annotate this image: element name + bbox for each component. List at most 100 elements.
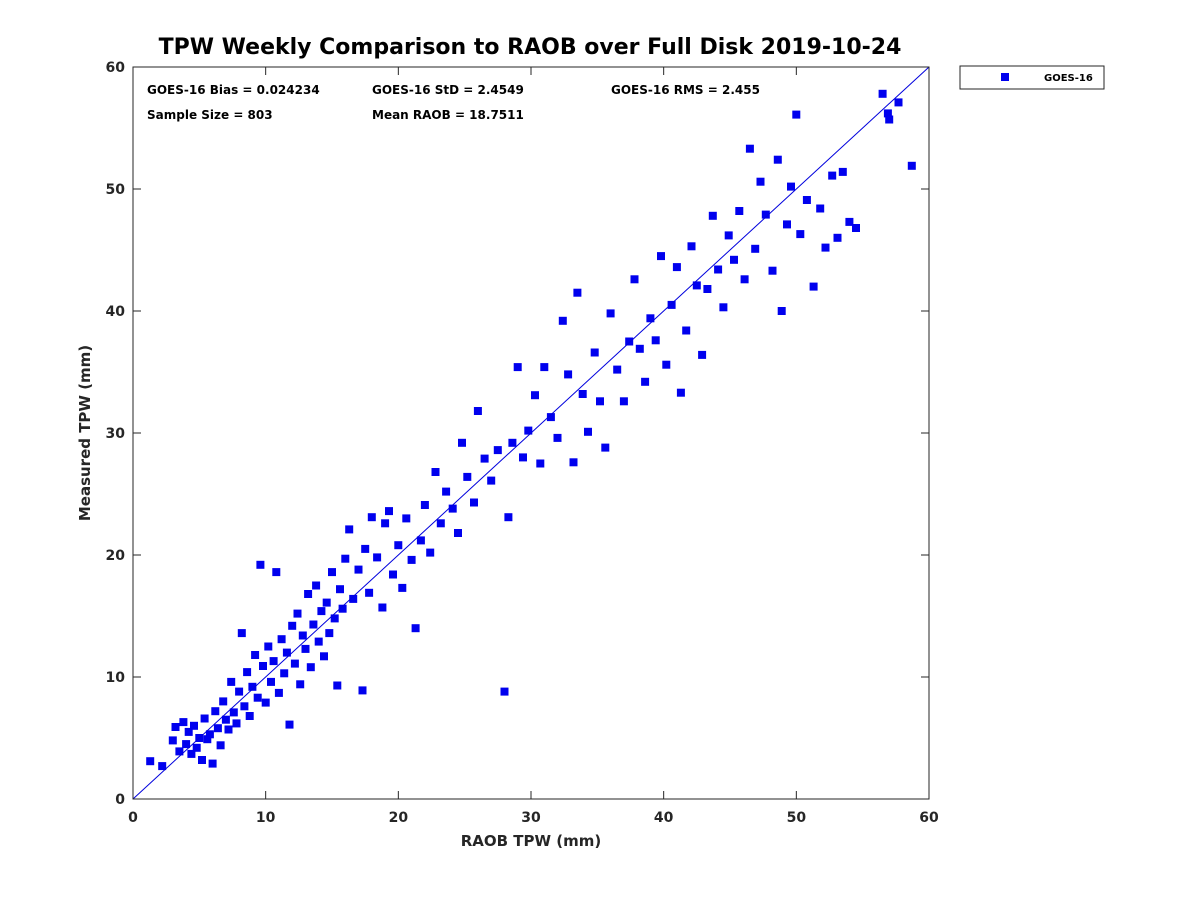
data-point — [175, 747, 184, 756]
data-point — [272, 568, 281, 577]
data-point — [158, 762, 167, 771]
x-tick-label: 40 — [654, 810, 674, 826]
data-point — [219, 697, 228, 706]
data-point — [458, 438, 466, 447]
data-point — [330, 614, 339, 623]
x-tick-label: 0 — [128, 810, 138, 826]
y-tick-label: 10 — [106, 670, 126, 686]
data-point — [773, 155, 782, 164]
data-point — [365, 588, 374, 597]
data-point — [816, 204, 825, 213]
data-point — [796, 230, 805, 239]
data-point — [590, 348, 599, 357]
stat-sample-size: Sample Size = 803 — [147, 108, 273, 122]
chart-title: TPW Weekly Comparison to RAOB over Full … — [159, 35, 902, 60]
data-point — [373, 553, 382, 562]
data-point — [708, 211, 717, 220]
data-point — [553, 433, 562, 442]
data-point — [426, 548, 435, 557]
data-point — [381, 519, 390, 528]
data-point — [301, 644, 310, 653]
data-point — [208, 759, 217, 768]
data-point — [243, 668, 252, 677]
y-tick-label: 60 — [106, 60, 126, 76]
data-point — [672, 263, 681, 272]
stat-mean-raob: Mean RAOB = 18.7511 — [372, 108, 524, 122]
data-point — [682, 326, 691, 335]
x-axis-label: RAOB TPW (mm) — [461, 832, 602, 850]
data-point — [454, 529, 462, 537]
data-point — [852, 224, 860, 232]
data-point — [325, 629, 334, 638]
data-point — [703, 285, 712, 293]
data-point — [394, 541, 403, 550]
data-point — [692, 281, 701, 290]
data-point — [224, 725, 233, 734]
data-point — [442, 487, 451, 496]
data-point — [833, 233, 842, 242]
data-point — [240, 702, 249, 711]
data-point — [322, 598, 331, 607]
data-point — [480, 454, 489, 463]
data-point — [431, 468, 440, 476]
data-point — [251, 651, 260, 659]
data-point — [261, 698, 270, 707]
data-point — [190, 721, 198, 730]
data-point — [540, 363, 549, 372]
legend: GOES-16 — [959, 65, 1105, 90]
data-point — [306, 663, 315, 672]
data-point — [667, 300, 676, 309]
data-point — [885, 115, 894, 124]
data-point — [213, 724, 222, 733]
stat-rms: GOES-16 RMS = 2.455 — [611, 83, 760, 97]
data-point — [601, 443, 610, 452]
data-point — [578, 390, 587, 398]
data-point — [304, 590, 313, 598]
data-point — [416, 536, 425, 545]
y-tick-label: 30 — [106, 426, 126, 442]
data-point — [802, 196, 811, 204]
data-point — [182, 740, 191, 749]
stat-bias: GOES-16 Bias = 0.024234 — [147, 83, 320, 97]
data-point — [821, 243, 830, 252]
data-point — [385, 507, 393, 516]
data-point — [407, 555, 416, 564]
data-point — [613, 365, 622, 374]
data-point — [282, 648, 291, 657]
x-tick-label: 50 — [787, 810, 807, 826]
data-point — [573, 288, 582, 297]
data-point — [646, 314, 655, 323]
data-point — [828, 171, 837, 180]
data-point — [314, 637, 323, 646]
data-point — [184, 727, 193, 736]
data-point — [584, 427, 592, 436]
data-point — [504, 513, 513, 522]
data-point — [216, 741, 225, 750]
x-tick-label: 30 — [521, 810, 541, 826]
data-point — [378, 603, 387, 612]
data-point — [809, 282, 818, 291]
data-point — [787, 182, 795, 191]
data-point — [253, 693, 262, 702]
data-point — [235, 687, 244, 696]
data-point — [296, 680, 305, 689]
data-point — [288, 621, 297, 630]
data-point — [361, 544, 370, 553]
data-point — [751, 244, 760, 253]
data-point — [546, 413, 555, 422]
data-point — [630, 275, 639, 284]
data-point — [641, 377, 650, 386]
data-point — [508, 438, 517, 447]
data-point — [719, 303, 728, 312]
data-point — [411, 624, 420, 633]
data-point — [349, 594, 358, 603]
x-tick-label: 10 — [256, 810, 276, 826]
data-point — [730, 255, 738, 264]
stat-std: GOES-16 StD = 2.4549 — [372, 83, 524, 97]
data-point — [777, 307, 786, 315]
data-point — [367, 513, 376, 522]
data-point — [625, 337, 634, 346]
data-point — [221, 715, 230, 724]
one-to-one-line — [132, 66, 930, 800]
